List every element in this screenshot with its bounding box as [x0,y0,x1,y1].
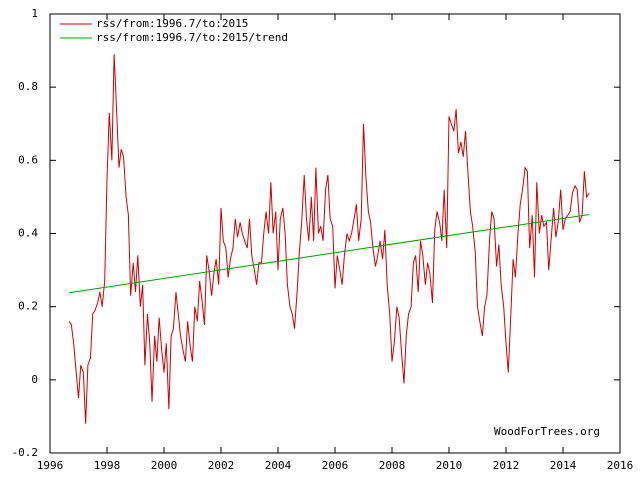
data-line [69,213,590,294]
legend-label: rss/from:1996.7/to:2015/trend [96,31,288,44]
legend-label: rss/from:1996.7/to:2015 [96,17,248,30]
y-tick-label: 0.2 [18,300,38,313]
x-tick-label: 2010 [436,459,463,472]
x-tick-label: 2004 [265,459,292,472]
x-tick-label: 2002 [208,459,235,472]
y-tick-label: 0.6 [18,153,38,166]
y-tick-label: -0.2 [12,446,39,459]
watermark: WoodForTrees.org [494,425,600,438]
x-tick-label: 2016 [607,459,634,472]
y-tick-label: 1 [31,7,38,20]
x-tick-label: 2000 [151,459,178,472]
x-tick-label: 2014 [550,459,577,472]
x-tick-label: 2006 [322,459,349,472]
x-tick-label: 2012 [493,459,520,472]
y-tick-label: 0 [31,373,38,386]
y-tick-label: 0.8 [18,80,38,93]
data-line [68,54,590,424]
x-tick-label: 1996 [37,459,64,472]
x-tick-label: 1998 [94,459,121,472]
x-tick-label: 2008 [379,459,406,472]
y-tick-label: 0.4 [18,227,38,240]
